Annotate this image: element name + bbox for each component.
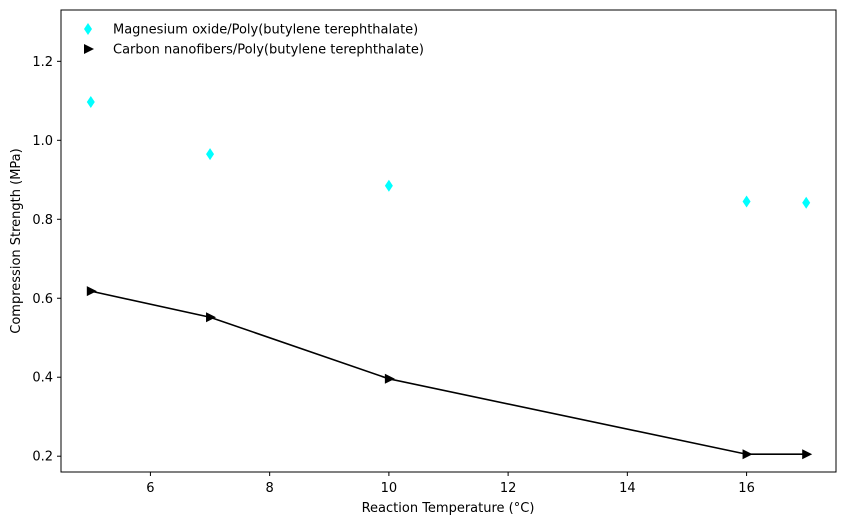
- x-tick-label: 10: [381, 481, 398, 496]
- legend-marker-1: [84, 44, 94, 54]
- y-axis-label: Compression Strength (MPa): [9, 148, 24, 333]
- data-point-series-0: [206, 148, 215, 161]
- data-point-series-0: [802, 196, 811, 209]
- y-tick-label: 1.0: [32, 134, 53, 149]
- x-tick-label: 16: [738, 481, 755, 496]
- axis-ticks: 6 8 10 12 14 16 0.2 0.4 0.6 0.8 1.0 1.2: [32, 55, 755, 496]
- x-tick-label: 12: [500, 481, 517, 496]
- plot-frame: [60, 9, 837, 473]
- series-line-1: [90, 290, 807, 456]
- y-tick-label: 0.6: [32, 292, 53, 307]
- x-axis-label: Reaction Temperature (°C): [362, 501, 535, 516]
- data-point-series-0: [742, 195, 751, 208]
- x-tick-label: 14: [619, 481, 636, 496]
- legend-label-1: Carbon nanofibers/Poly(butylene terephth…: [113, 43, 424, 58]
- data-point-series-1: [742, 449, 753, 460]
- y-tick-label: 0.8: [32, 213, 53, 228]
- data-point-series-0: [86, 96, 95, 109]
- y-tick-label: 0.4: [32, 371, 53, 386]
- data-point-series-1: [802, 449, 813, 460]
- x-tick-label: 8: [266, 481, 274, 496]
- data-point-series-1: [206, 312, 217, 323]
- legend: Magnesium oxide/Poly(butylene terephthal…: [84, 23, 424, 58]
- data-point-series-1: [384, 373, 395, 384]
- plot-marks: [86, 96, 813, 460]
- data-point-series-0: [384, 179, 393, 192]
- x-tick-label: 6: [146, 481, 154, 496]
- legend-label-0: Magnesium oxide/Poly(butylene terephthal…: [113, 23, 418, 38]
- y-tick-label: 0.2: [32, 450, 53, 465]
- data-point-series-1: [86, 286, 97, 297]
- y-tick-label: 1.2: [32, 55, 53, 70]
- legend-marker-0: [84, 23, 92, 35]
